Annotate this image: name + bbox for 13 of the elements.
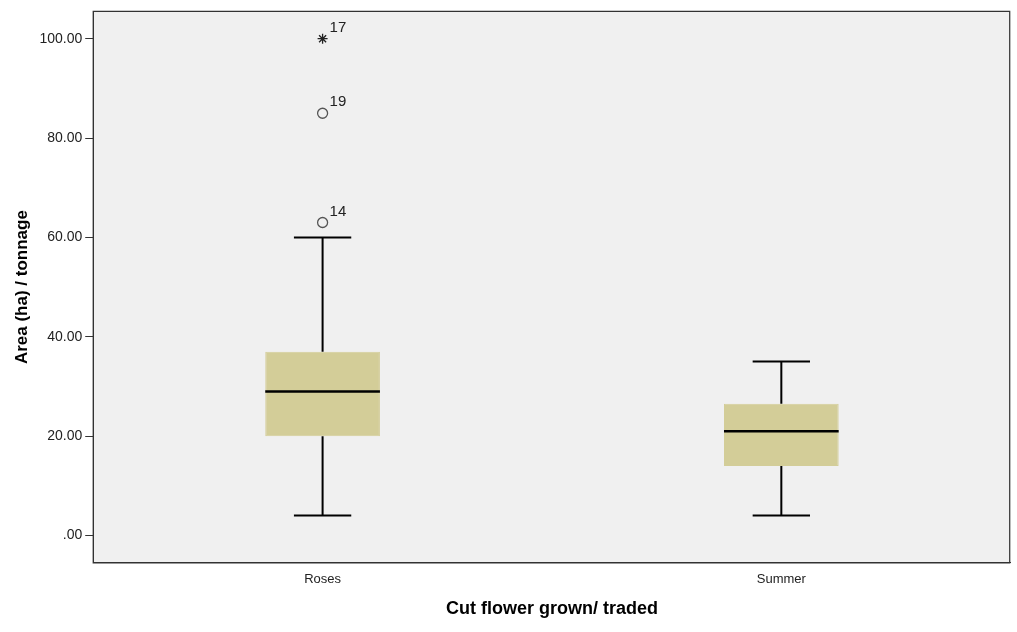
y-tick-label: 100.00 (39, 29, 83, 46)
y-axis-title: Area (ha) / tonnage (11, 210, 31, 365)
annotation: 19 (329, 92, 347, 110)
y-tick-label: 60.00 (47, 228, 83, 245)
annotation: 14 (329, 201, 347, 219)
annotation: 17 (329, 17, 347, 35)
x-axis-title: Cut flower grown/ traded (445, 598, 658, 619)
y-tick-label: .00 (62, 526, 83, 543)
y-tick-label: 80.00 (47, 128, 83, 145)
y-tick-label: 40.00 (47, 327, 83, 344)
x-tick-label: Roses (304, 571, 342, 587)
y-tick-label: 20.00 (47, 426, 83, 443)
x-tick-label: Summer (756, 571, 807, 587)
